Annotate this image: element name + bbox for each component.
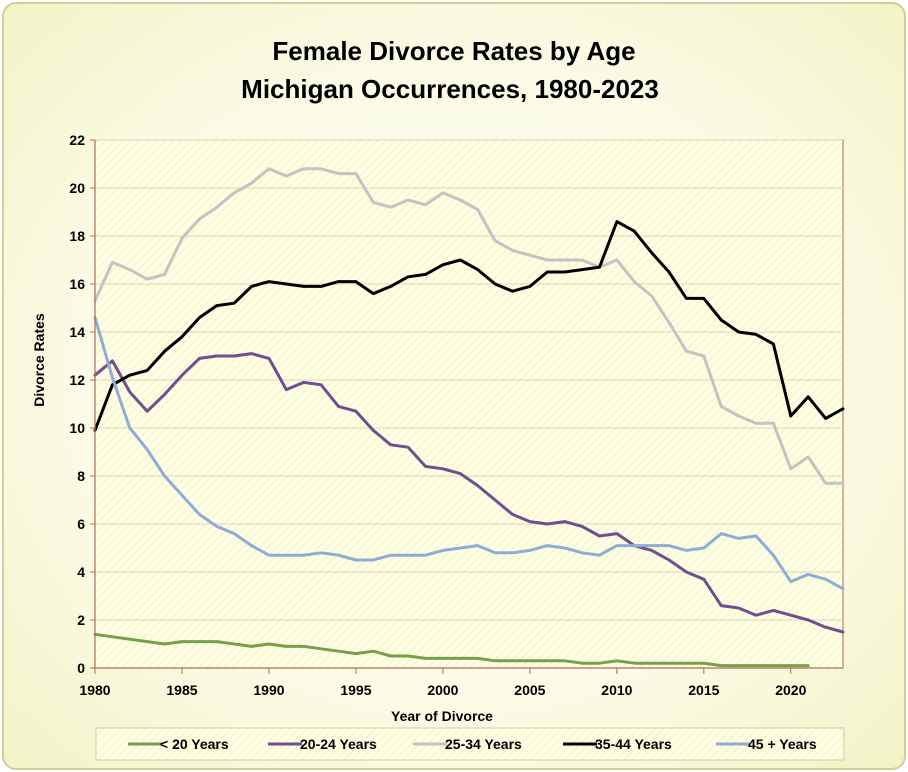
- y-tick-label: 16: [69, 276, 85, 292]
- y-tick-label: 22: [69, 132, 85, 148]
- x-tick-label: 2010: [601, 682, 632, 698]
- x-tick-label: 2015: [688, 682, 719, 698]
- y-tick-label: 2: [77, 612, 85, 628]
- y-tick-label: 8: [77, 468, 85, 484]
- y-axis-label: Divorce Rates: [31, 313, 47, 407]
- y-tick-label: 12: [69, 372, 85, 388]
- x-axis-ticks: 1980 1985 1990 1995 2000 2005 2010 2015 2020: [79, 668, 807, 698]
- x-axis-label: Year of Divorce: [391, 708, 493, 724]
- x-tick-label: 2000: [427, 682, 458, 698]
- series-line-3: [93, 167, 845, 485]
- series-line-2: [93, 352, 845, 634]
- chart-title-line2: Michigan Occurrences, 1980-2023: [241, 74, 659, 104]
- series-lines: [93, 167, 845, 668]
- y-tick-label: 4: [77, 564, 85, 580]
- y-tick-label: 6: [77, 516, 85, 532]
- chart-title-line1: Female Divorce Rates by Age: [272, 36, 635, 66]
- y-tick-label: 20: [69, 180, 85, 196]
- legend-label-3: 25-34 Years: [445, 736, 522, 752]
- series-line-5: [93, 316, 845, 591]
- legend-label-1: < 20 Years: [160, 736, 229, 752]
- y-axis-ticks: 0 2 4 6 8 10 12 14 16 18 20 22: [69, 132, 95, 676]
- x-tick-label: 1980: [79, 682, 110, 698]
- y-tick-label: 0: [77, 660, 85, 676]
- legend-label-2: 20-24 Years: [300, 736, 377, 752]
- series-line-4: [93, 220, 845, 432]
- x-tick-label: 1995: [340, 682, 371, 698]
- legend: < 20 Years 20-24 Years 25-34 Years 35-44 Ye…: [128, 736, 817, 752]
- y-tick-label: 10: [69, 420, 85, 436]
- y-tick-label: 18: [69, 228, 85, 244]
- y-tick-label: 14: [69, 324, 85, 340]
- plot-area: [94, 139, 844, 669]
- legend-label-5: 45 + Years: [748, 736, 817, 752]
- x-tick-label: 2005: [514, 682, 545, 698]
- x-tick-label: 1990: [253, 682, 284, 698]
- y-gridlines: [95, 139, 843, 621]
- x-tick-label: 1985: [166, 682, 197, 698]
- x-tick-label: 2020: [775, 682, 806, 698]
- series-line-1: [93, 632, 810, 668]
- legend-label-4: 35-44 Years: [595, 736, 672, 752]
